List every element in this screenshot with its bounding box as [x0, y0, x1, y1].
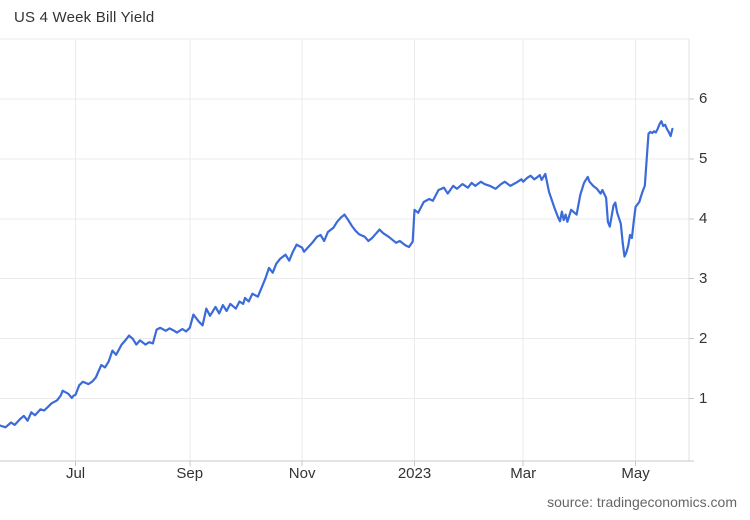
y-axis-tick-label: 4 [699, 209, 708, 227]
source-attribution: source: tradingeconomics.com [547, 494, 737, 510]
x-axis-tick-label: Jul [65, 465, 86, 482]
chart-title: US 4 Week Bill Yield [14, 9, 155, 26]
x-axis-tick-label: Mar [510, 465, 537, 482]
x-axis-tick-label: Sep [176, 465, 204, 482]
x-axis-tick-label: Nov [288, 465, 316, 482]
y-axis-tick-label: 5 [699, 149, 708, 167]
x-axis-tick-label: 2023 [397, 465, 432, 482]
x-axis-tick-label: May [621, 465, 650, 482]
y-axis-tick-label: 3 [699, 269, 708, 287]
y-axis-tick-label: 6 [699, 90, 708, 107]
y-axis-tick-label: 1 [699, 389, 708, 407]
yield-series-line [0, 120, 674, 429]
y-axis-tick-label: 2 [699, 329, 708, 347]
